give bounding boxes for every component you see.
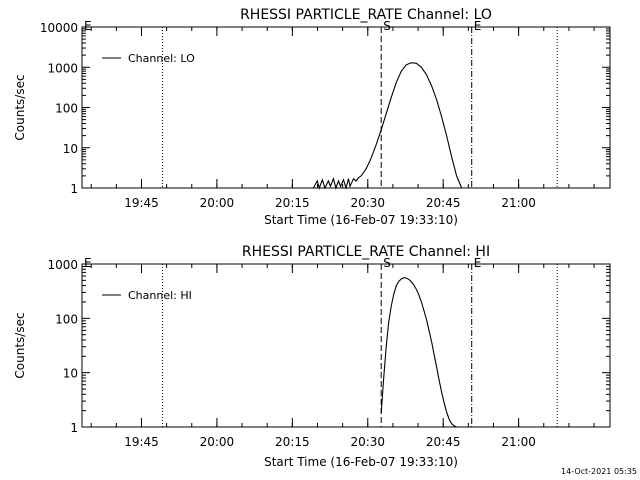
x-tick-label: 20:00 (200, 435, 235, 449)
x-tick-label: 21:00 (501, 435, 536, 449)
x-tick-label: 20:15 (275, 435, 310, 449)
y-tick-label: 10000 (40, 21, 78, 35)
x-tick-label: 20:45 (426, 435, 461, 449)
plot-frame (81, 263, 611, 428)
series-line (312, 62, 463, 190)
chart-panel-2: RHESSI PARTICLE_RATE Channel: HI Counts/s… (13, 244, 611, 469)
event-marker-label: S (383, 19, 391, 33)
y-tick-label: 10 (63, 142, 78, 156)
series-line (380, 277, 460, 428)
x-tick-label: 19:45 (124, 196, 159, 210)
x-axis-label: Start Time (16-Feb-07 19:33:10) (264, 213, 458, 227)
y-tick-label: 1 (70, 182, 78, 196)
chart-title: RHESSI PARTICLE_RATE Channel: LO (240, 7, 492, 23)
y-axis-label: Counts/sec (13, 74, 27, 140)
y-axis-label: Counts/sec (13, 312, 27, 378)
y-tick-label: 1000 (47, 258, 78, 272)
x-tick-label: 21:00 (501, 196, 536, 210)
event-marker-label: E (474, 19, 482, 33)
legend-label: Channel: LO (128, 52, 195, 65)
y-tick-label: 100 (55, 312, 78, 326)
event-marker-label: E (84, 19, 92, 33)
x-tick-label: 19:45 (124, 435, 159, 449)
x-tick-label: 20:45 (426, 196, 461, 210)
y-tick-label: 1 (70, 421, 78, 435)
x-axis-label: Start Time (16-Feb-07 19:33:10) (264, 455, 458, 469)
x-tick-label: 20:30 (350, 435, 385, 449)
footer-timestamp: 14-Oct-2021 05:35 (561, 467, 637, 476)
event-marker-label: E (474, 256, 482, 270)
chart-title: RHESSI PARTICLE_RATE Channel: HI (242, 244, 490, 260)
event-marker-label: S (383, 256, 391, 270)
x-tick-label: 20:00 (200, 196, 235, 210)
x-tick-label: 20:30 (350, 196, 385, 210)
event-marker-label: E (84, 256, 92, 270)
chart-panel-1: RHESSI PARTICLE_RATE Channel: LO Counts/s… (13, 7, 611, 227)
y-tick-label: 1000 (47, 61, 78, 75)
legend-label: Channel: HI (128, 289, 192, 302)
y-tick-label: 10 (63, 367, 78, 381)
y-tick-label: 100 (55, 102, 78, 116)
x-tick-label: 20:15 (275, 196, 310, 210)
